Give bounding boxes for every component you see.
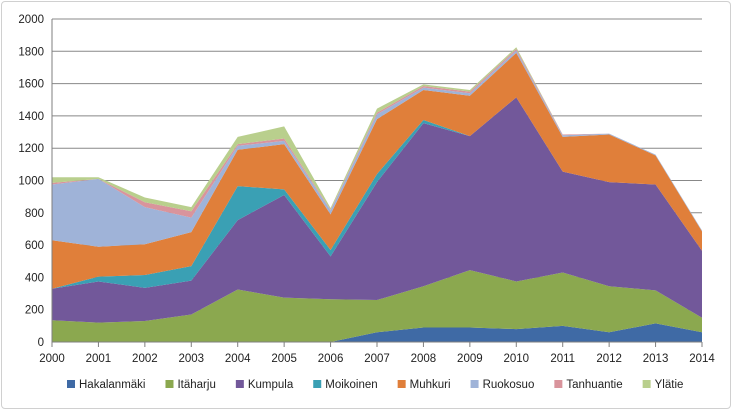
legend-label: Ruokosuo xyxy=(483,379,535,391)
legend-label: Muhkuri xyxy=(410,379,451,391)
y-tick-label: 200 xyxy=(25,305,44,317)
legend-swatch xyxy=(235,380,244,388)
legend-label: Itäharju xyxy=(177,379,215,391)
x-tick-label: 2014 xyxy=(689,353,715,365)
legend-swatch xyxy=(554,380,563,388)
legend-swatch xyxy=(397,380,406,388)
x-tick-label: 2007 xyxy=(364,353,390,365)
y-tick-label: 1400 xyxy=(18,111,44,123)
legend-label: Hakalanmäki xyxy=(79,379,145,391)
x-tick-label: 2001 xyxy=(86,353,112,365)
x-tick-labels: 2000 2001 2002 2003 2004 2005 2006 2007 2008 2009… xyxy=(39,342,715,365)
area-series-group xyxy=(52,47,702,342)
legend-label: Moikoinen xyxy=(325,379,377,391)
legend-swatch xyxy=(470,380,479,388)
y-tick-label: 1200 xyxy=(18,143,44,155)
y-tick-label: 800 xyxy=(25,208,44,220)
y-tick-label: 2000 xyxy=(18,14,44,26)
x-tick-label: 2011 xyxy=(550,353,575,365)
legend-swatch xyxy=(67,380,75,388)
legend-label: Ylätie xyxy=(655,379,684,391)
x-tick-label: 2010 xyxy=(503,353,529,365)
y-tick-label: 1600 xyxy=(18,79,44,91)
x-tick-label: 2003 xyxy=(178,353,204,365)
x-tick-label: 2009 xyxy=(457,353,483,365)
x-tick-label: 2002 xyxy=(132,353,158,365)
legend-swatch xyxy=(313,380,322,388)
area-series-muhkuri xyxy=(52,52,702,289)
x-tick-label: 2005 xyxy=(271,353,297,365)
x-tick-label: 2004 xyxy=(225,353,251,365)
y-tick-label: 0 xyxy=(38,337,44,349)
y-tick-label: 1000 xyxy=(18,176,44,188)
y-tick-label: 600 xyxy=(25,240,44,252)
x-tick-label: 2008 xyxy=(411,353,437,365)
area-series-kumpula xyxy=(52,97,702,323)
x-tick-label: 2013 xyxy=(643,353,669,365)
y-tick-labels: 0 200 400 600 800 1000 1200 1400 1600 1800 2000 xyxy=(18,14,44,349)
x-tick-label: 2006 xyxy=(318,353,344,365)
y-tick-label: 1800 xyxy=(18,46,44,58)
legend: Hakalanmäki Itäharju Kumpula Moikoinen Muhku… xyxy=(67,379,683,391)
area-series-hakalanmäki xyxy=(52,323,702,342)
y-tick-label: 400 xyxy=(25,272,44,284)
legend-label: Tanhuantie xyxy=(566,379,622,391)
x-tick-label: 2000 xyxy=(39,353,65,365)
area-series-itäharju xyxy=(52,270,702,342)
legend-swatch xyxy=(642,380,651,388)
area-series-moikoinen xyxy=(52,97,702,289)
area-series-ruokosuo xyxy=(52,50,702,247)
legend-label: Kumpula xyxy=(248,379,294,391)
legend-swatch xyxy=(165,380,174,388)
x-tick-label: 2012 xyxy=(596,353,622,365)
